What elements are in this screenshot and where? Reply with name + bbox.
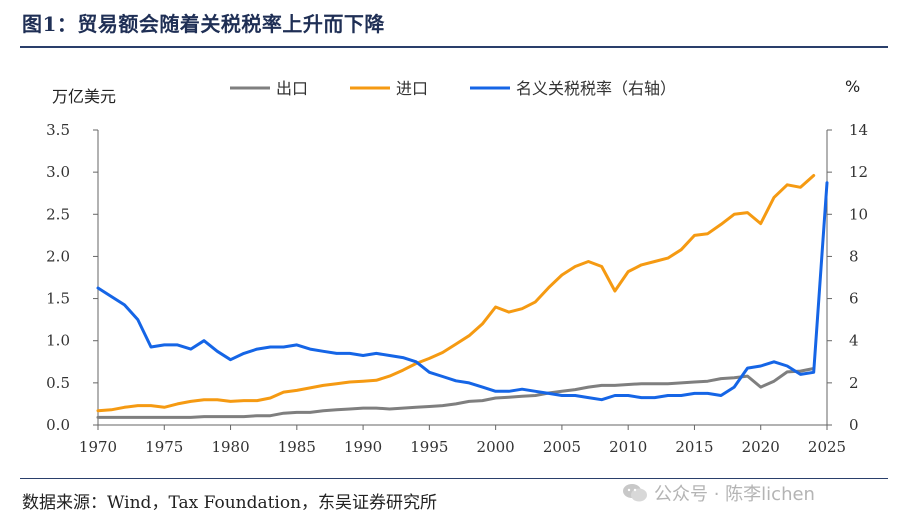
bottom-divider xyxy=(20,478,888,479)
watermark: 公众号 · 陈李lichen xyxy=(622,480,815,506)
legend-label-0: 出口 xyxy=(276,79,308,98)
left-axis-tick-label: 2.0 xyxy=(46,247,70,265)
x-axis-tick-label: 1985 xyxy=(278,438,316,456)
left-axis-unit: 万亿美元 xyxy=(52,87,116,106)
x-axis-tick-label: 1995 xyxy=(410,438,448,456)
legend-label-2: 名义关税税率（右轴） xyxy=(516,79,676,98)
x-axis-tick-label: 1980 xyxy=(211,438,249,456)
right-axis-tick-label: 10 xyxy=(849,205,868,223)
right-axis-tick-label: 12 xyxy=(849,163,868,181)
watermark-text: 公众号 · 陈李lichen xyxy=(654,484,815,505)
right-axis-tick-label: 8 xyxy=(849,247,859,265)
series-line-1 xyxy=(96,174,816,413)
chart: 万亿美元% 0.0 0.5 1.0 1.5 2.0 2.5 3.0 3.5 0 2 4 6 8 10 12 14… xyxy=(46,77,868,456)
x-axis-tick-label: 2005 xyxy=(543,438,581,456)
x-axis-tick-label: 2020 xyxy=(742,438,780,456)
x-axis-tick-label: 2015 xyxy=(675,438,713,456)
legend-label-1: 进口 xyxy=(396,79,428,98)
left-axis-tick-label: 0.0 xyxy=(46,416,70,434)
series-line-2 xyxy=(96,181,829,402)
x-axis-tick-label: 2025 xyxy=(808,438,846,456)
x-axis-tick-label: 1990 xyxy=(344,438,382,456)
source-note: 数据来源：Wind，Tax Foundation，东吴证券研究所 xyxy=(22,493,438,513)
x-axis-tick-label: 2010 xyxy=(609,438,647,456)
x-axis-tick-label: 1975 xyxy=(145,438,183,456)
figure-title: 图1：贸易额会随着关税税率上升而下降 xyxy=(22,12,385,36)
x-axis-tick-label: 1970 xyxy=(79,438,117,456)
right-axis-tick-label: 0 xyxy=(849,416,859,434)
left-axis-tick-label: 2.5 xyxy=(46,205,70,223)
wechat-icon xyxy=(623,484,647,502)
right-axis-tick-label: 14 xyxy=(849,121,868,139)
left-axis-tick-label: 3.0 xyxy=(46,163,70,181)
x-axis-tick-label: 2000 xyxy=(477,438,515,456)
series-line-0 xyxy=(96,367,816,419)
right-axis-tick-label: 2 xyxy=(849,374,859,392)
left-axis-tick-label: 1.5 xyxy=(46,290,70,308)
left-axis-tick-label: 0.5 xyxy=(46,374,70,392)
right-axis-tick-label: 6 xyxy=(849,290,859,308)
title-divider xyxy=(20,46,888,48)
left-axis-tick-label: 3.5 xyxy=(46,121,70,139)
chart-axes: 万亿美元% 0.0 0.5 1.0 1.5 2.0 2.5 3.0 3.5 0 2 4 6 8 10 12 14… xyxy=(46,77,868,456)
right-axis-unit: % xyxy=(845,77,860,96)
left-axis-tick-label: 1.0 xyxy=(46,332,70,350)
chart-series xyxy=(96,174,829,419)
chart-legend: 出口 进口 名义关税税率（右轴） xyxy=(230,79,676,98)
right-axis-tick-label: 4 xyxy=(849,332,859,350)
